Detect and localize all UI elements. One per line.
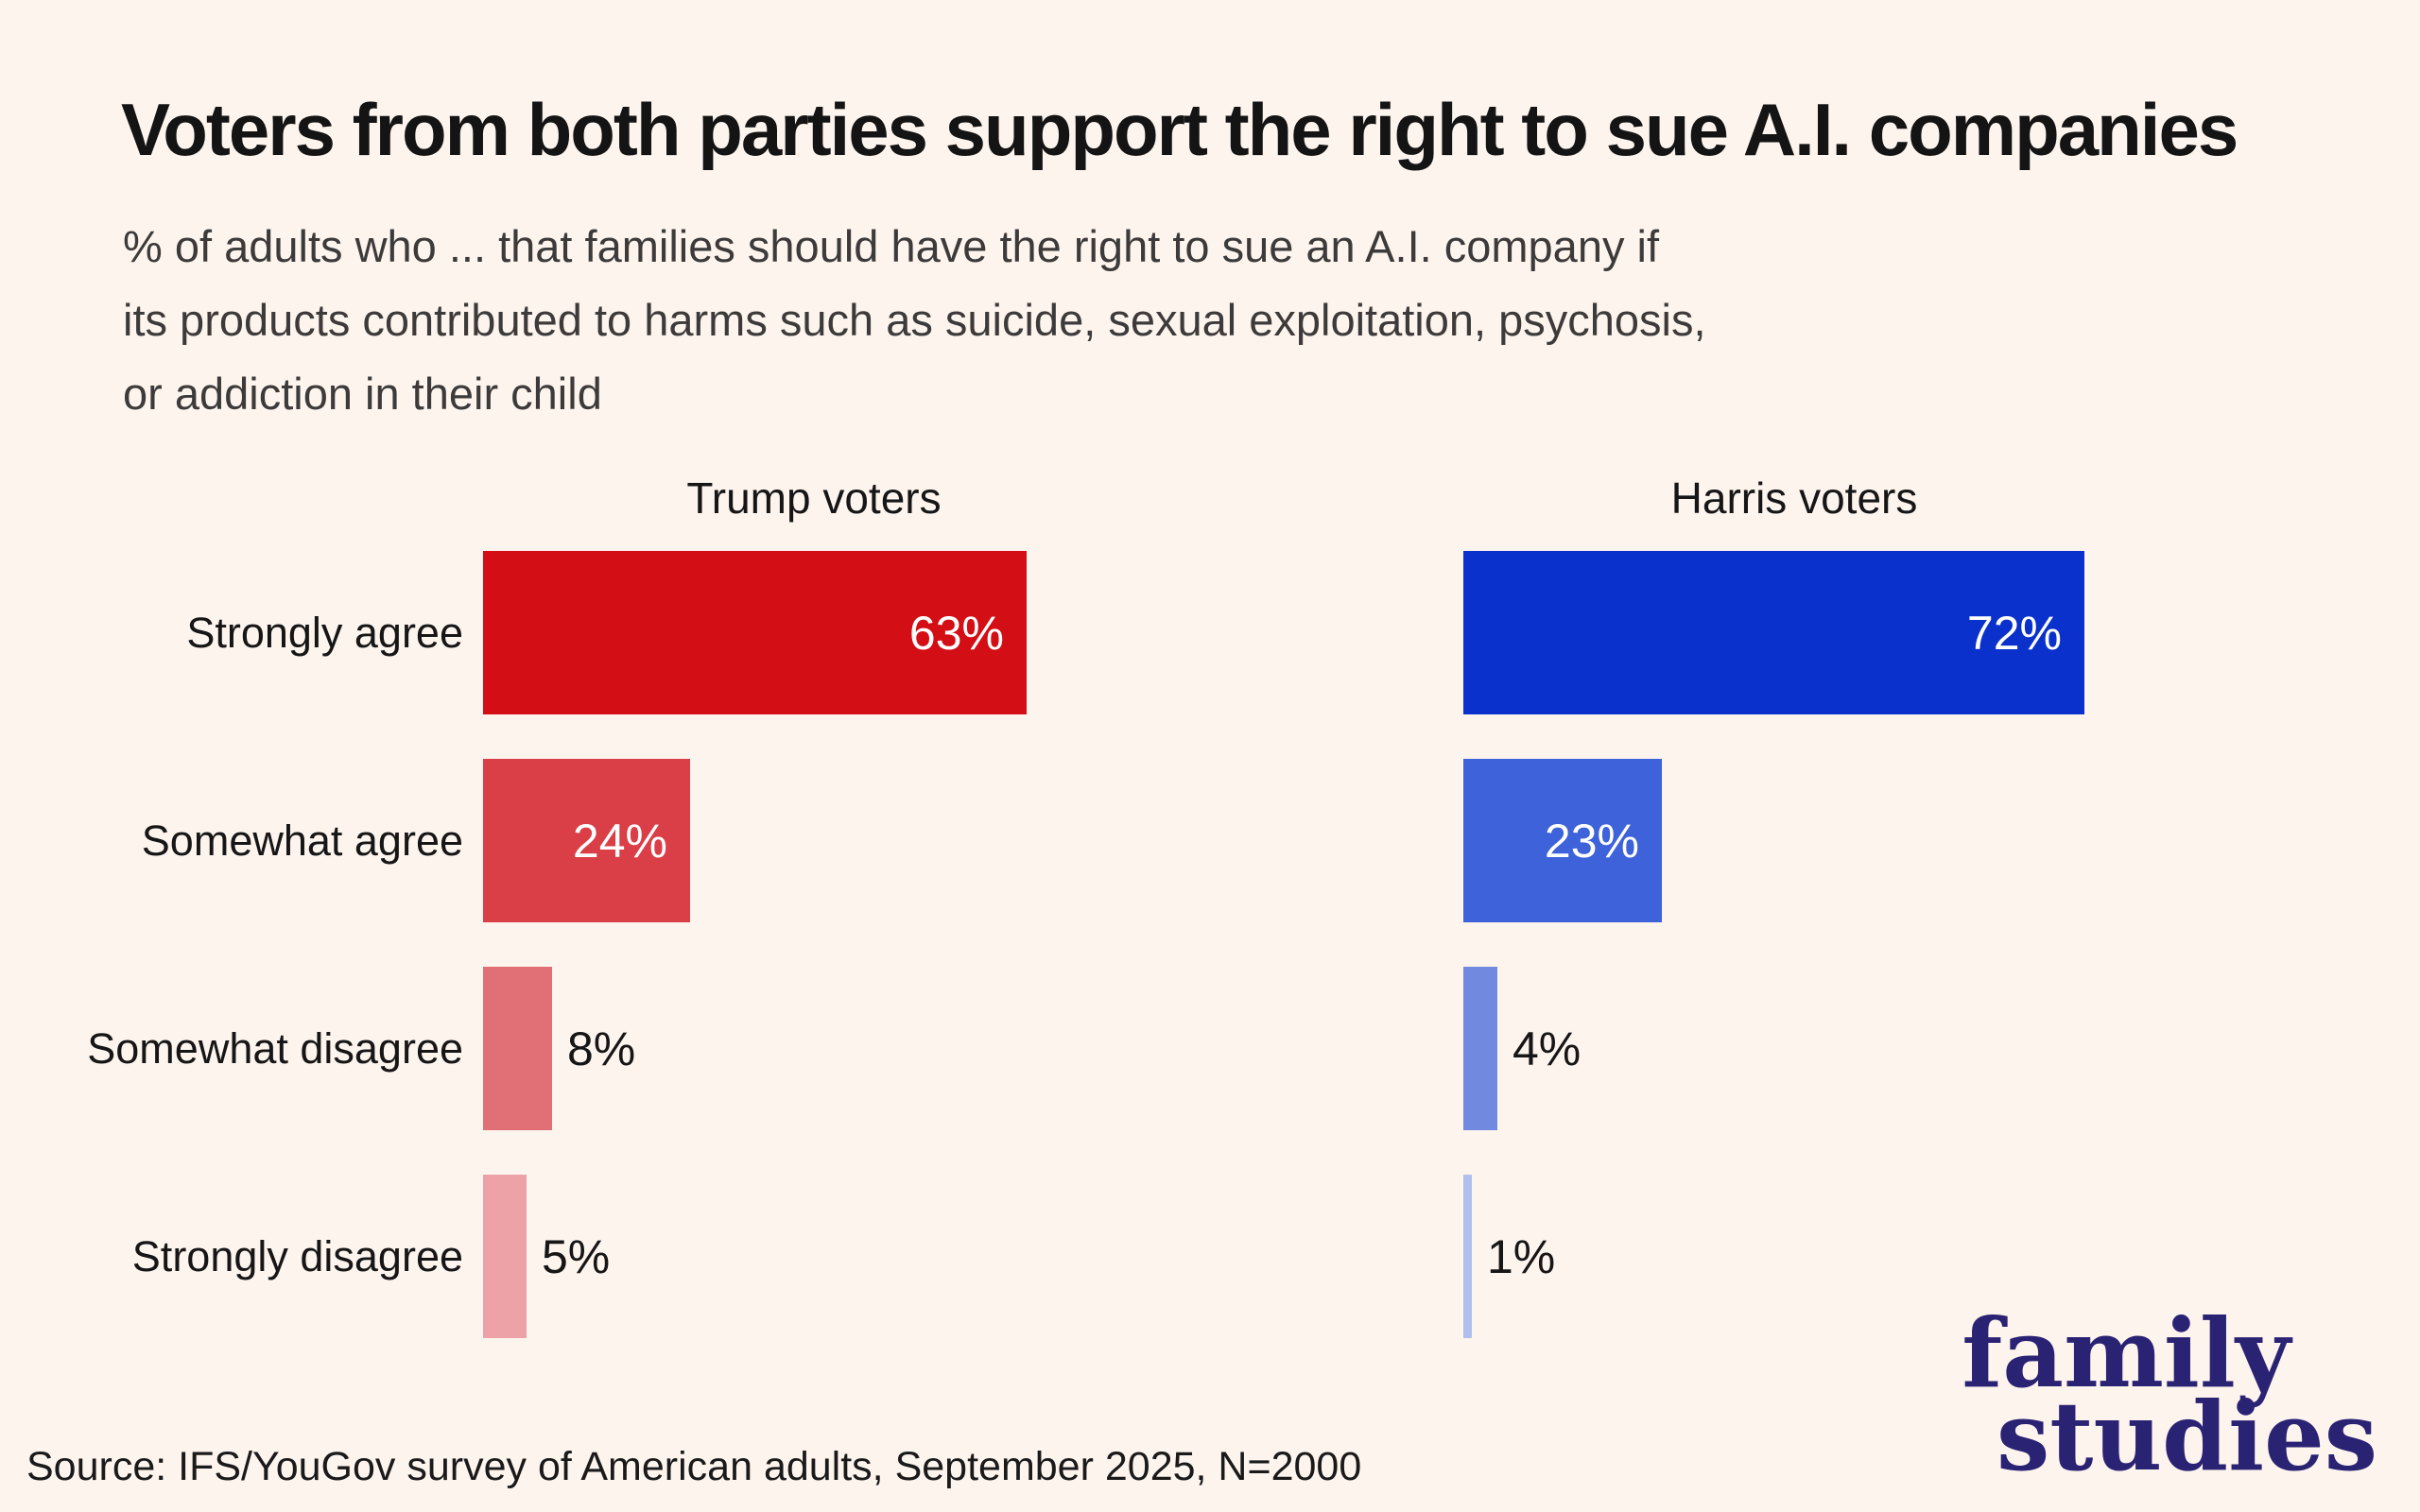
bar-value-label: 24% (572, 814, 667, 868)
chart-subtitle: % of adults who ... that families should… (123, 221, 1706, 419)
bar (1463, 1175, 1472, 1338)
bar-value-label: 8% (567, 1022, 636, 1075)
bar-value-label: 1% (1487, 1229, 1556, 1283)
source-note: Source: IFS/YouGov survey of American ad… (26, 1444, 1362, 1489)
trump-panel-header: Trump voters (686, 473, 942, 523)
bar-value-label: 63% (908, 606, 1004, 660)
bar-value-label: 72% (1966, 606, 2062, 660)
bar: 63% (483, 551, 1027, 714)
row-label: Strongly agree (186, 608, 463, 657)
bar-value-label: 23% (1544, 814, 1639, 868)
bar-value-label: 4% (1512, 1022, 1582, 1075)
logo-line-family: family (1962, 1297, 2290, 1409)
bar: 72% (1463, 551, 2084, 714)
bar (1463, 967, 1497, 1130)
row-label: Strongly disagree (131, 1231, 463, 1280)
chart-title: Voters from both parties support the rig… (121, 88, 2238, 171)
bar: 24% (483, 759, 690, 922)
bar (483, 967, 552, 1130)
row-label: Somewhat agree (141, 816, 463, 865)
trump-panel: Trump voters 63% 24% 8% 5% (483, 0, 1345, 1512)
harris-panel: Harris voters 72% 23% 4% 1% (1463, 0, 2325, 1512)
harris-panel-header: Harris voters (1670, 473, 1918, 523)
bar: 23% (1463, 759, 1662, 922)
row-label: Somewhat disagree (87, 1023, 463, 1073)
family-studies-logo: family studies (1962, 1297, 2377, 1492)
logo-line-studies: studies (1996, 1381, 2377, 1492)
bar-value-label: 5% (542, 1229, 611, 1283)
bar (483, 1175, 527, 1338)
